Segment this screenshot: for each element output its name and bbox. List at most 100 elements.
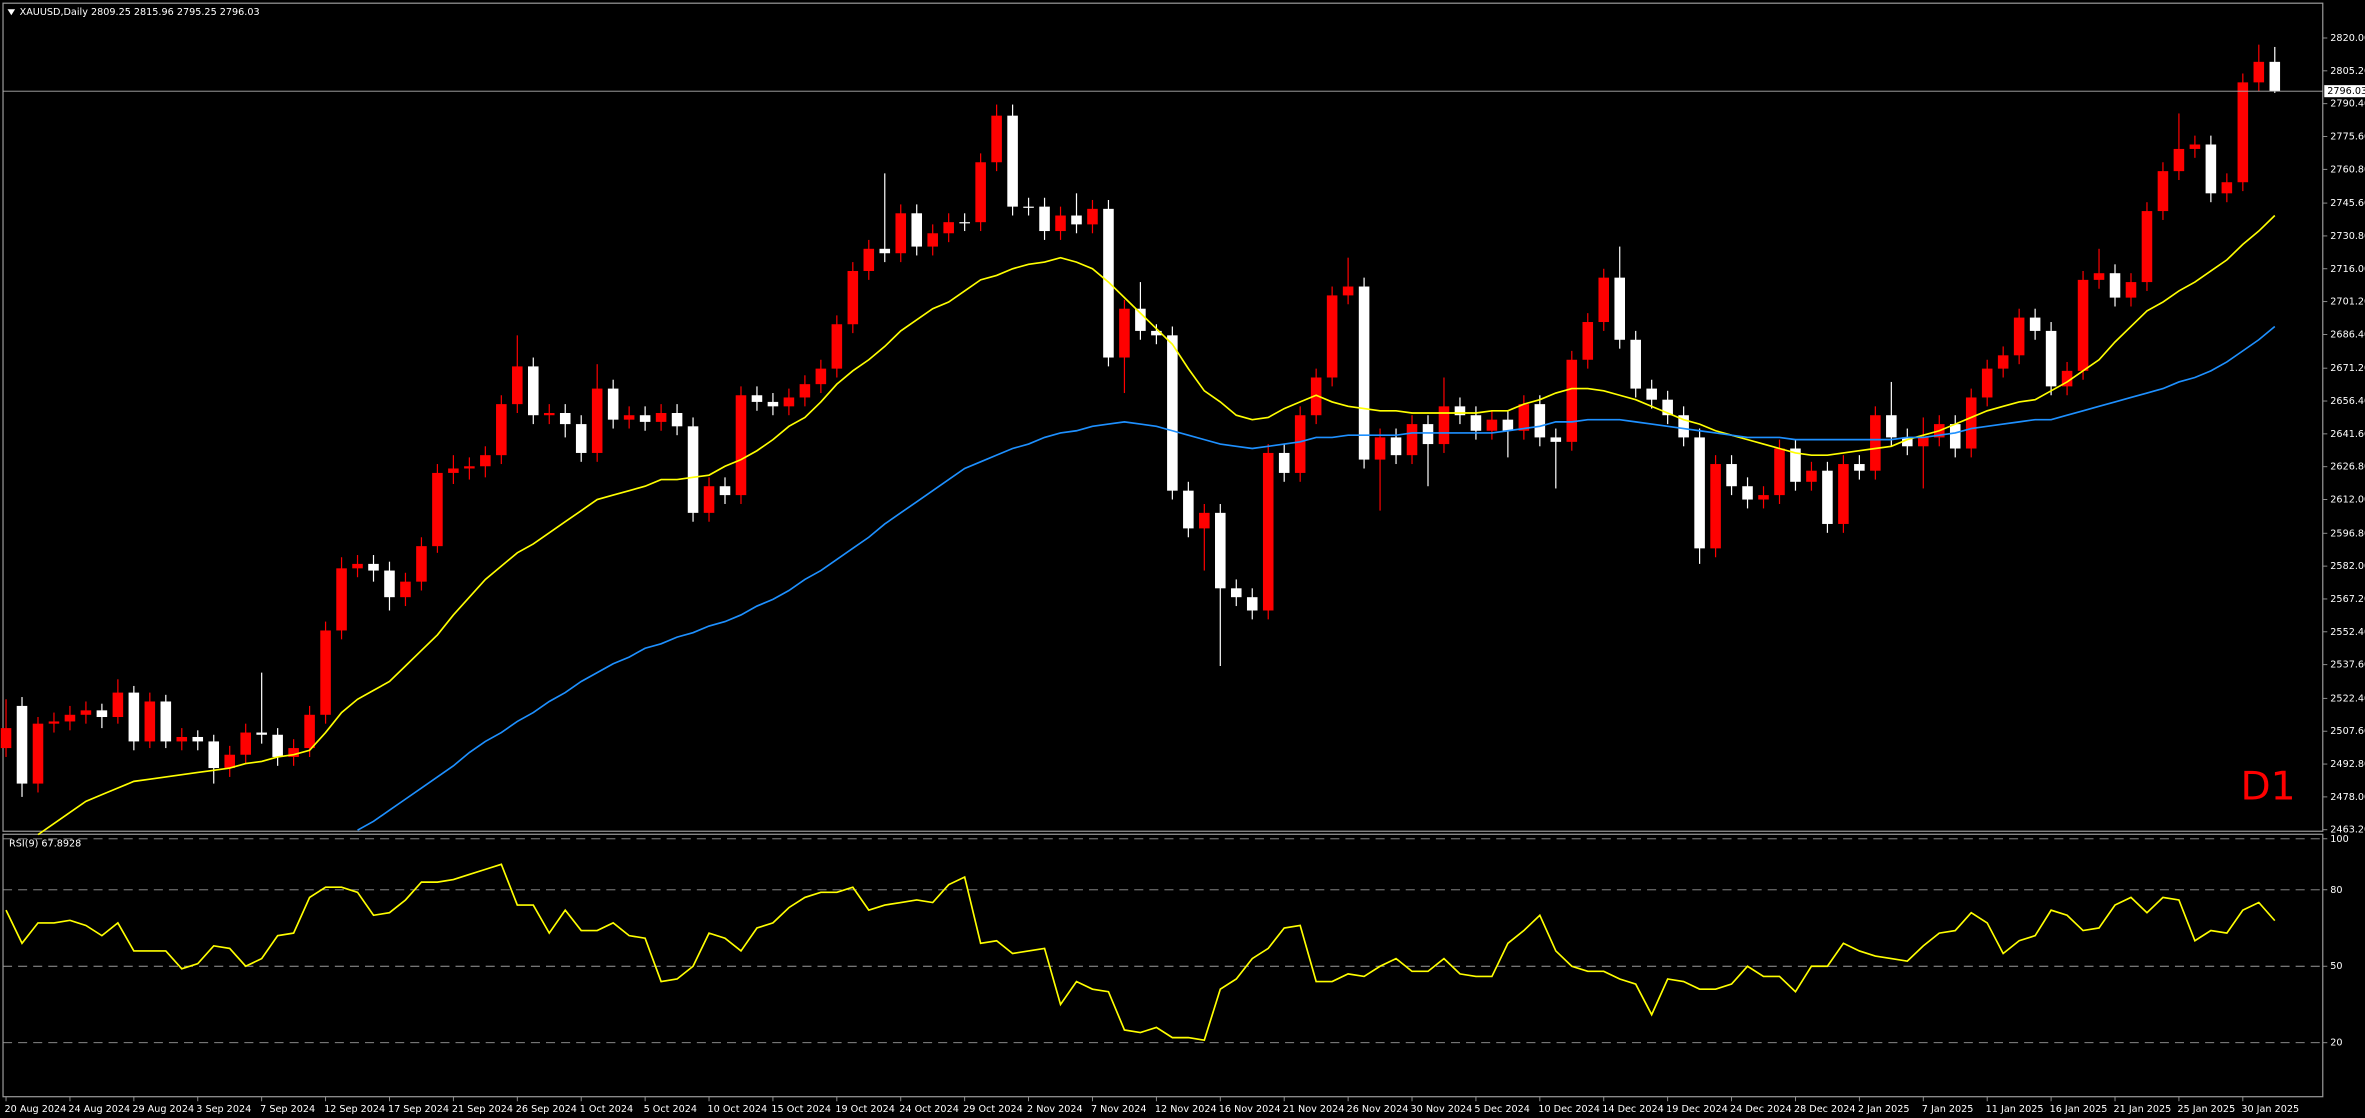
candle-body	[767, 401, 779, 407]
moving-average-line	[37, 214, 2276, 836]
y-tick-label: 2790.40	[2330, 99, 2365, 110]
candle-body	[2093, 273, 2105, 280]
y-tick-label: 2626.80	[2330, 462, 2365, 473]
y-tick-label: 2760.80	[2330, 164, 2365, 175]
y-tick-label: 2478.00	[2330, 792, 2365, 803]
candle-body	[1215, 512, 1226, 589]
chart-title: XAUUSD,Daily 2809.25 2815.96 2795.25 279…	[20, 7, 260, 18]
candle-body	[1406, 424, 1418, 456]
x-tick-label: 19 Oct 2024	[835, 1104, 895, 1115]
candle-body	[1454, 406, 1466, 416]
candle-body	[1949, 424, 1961, 449]
candle-body	[559, 413, 571, 425]
candle-body	[2125, 282, 2137, 298]
candle-body	[1438, 406, 1450, 445]
candle-body	[1007, 115, 1018, 207]
candle-body	[272, 734, 283, 757]
candle-body	[1774, 448, 1785, 496]
x-tick-label: 21 Nov 2024	[1283, 1104, 1345, 1115]
candle-body	[1039, 206, 1050, 232]
candle-body	[144, 701, 156, 742]
rsi-title: RSI(9) 67.8928	[9, 838, 81, 849]
x-tick-label: 24 Oct 2024	[899, 1104, 959, 1115]
y-tick-label: 2656.40	[2330, 396, 2365, 407]
candle-body	[0, 728, 12, 749]
candle-body	[2221, 182, 2233, 194]
candle-body	[2173, 148, 2185, 172]
candle-body	[911, 213, 923, 247]
candle-body	[799, 384, 811, 398]
x-tick-label: 10 Oct 2024	[708, 1104, 768, 1115]
candle-body	[256, 732, 267, 735]
main-panel-border	[2, 2, 2324, 832]
y-tick-label: 2582.00	[2330, 561, 2365, 572]
candle-body	[336, 568, 347, 631]
candle-body	[527, 366, 539, 416]
menu-arrow[interactable]	[7, 9, 16, 16]
candle-body	[2189, 144, 2201, 149]
y-tick-label: 100	[2330, 834, 2348, 845]
y-tick-label: 2507.60	[2330, 726, 2365, 737]
x-tick-label: 28 Dec 2024	[1794, 1104, 1856, 1115]
y-tick-label: 2641.60	[2330, 429, 2365, 440]
rsi-line	[5, 863, 2276, 1042]
candle-body	[591, 388, 603, 453]
candle-body	[1694, 437, 1705, 549]
x-tick-label: 5 Oct 2024	[644, 1104, 697, 1115]
candle-body	[1470, 415, 1482, 431]
candle-body	[575, 424, 587, 453]
x-tick-label: 29 Oct 2024	[963, 1104, 1023, 1115]
x-tick-label: 10 Dec 2024	[1538, 1104, 1600, 1115]
candle-body	[1582, 322, 1594, 360]
candle-body	[1358, 286, 1370, 460]
candle-body	[815, 368, 827, 385]
candle-body	[448, 468, 459, 473]
candle-body	[687, 426, 699, 513]
candle-body	[543, 413, 555, 416]
candle-body	[1023, 206, 1034, 208]
y-tick-label: 2522.40	[2330, 693, 2365, 704]
candle-body	[1678, 415, 1689, 438]
candle-body	[1965, 397, 1977, 449]
y-tick-label: 2686.40	[2330, 329, 2365, 340]
candle-body	[1518, 404, 1530, 431]
x-tick-label: 16 Nov 2024	[1219, 1104, 1281, 1115]
candle-body	[288, 748, 299, 757]
x-tick-label: 30 Jan 2025	[2241, 1104, 2299, 1115]
candle-body	[783, 397, 795, 407]
candle-body	[943, 222, 954, 234]
x-tick-label: 1 Oct 2024	[580, 1104, 633, 1115]
candle-body	[847, 270, 859, 325]
candle-body	[1822, 470, 1833, 524]
x-tick-label: 5 Dec 2024	[1474, 1104, 1529, 1115]
candle-body	[879, 248, 891, 254]
candle-body	[1135, 308, 1146, 331]
candle-body	[735, 395, 747, 496]
y-tick-label: 2745.60	[2330, 198, 2365, 209]
x-tick-label: 7 Sep 2024	[260, 1104, 315, 1115]
candle-body	[751, 395, 763, 402]
x-tick-label: 11 Jan 2025	[1986, 1104, 2044, 1115]
y-tick-label: 2820.00	[2330, 33, 2365, 44]
candle-body	[2013, 317, 2025, 356]
candle-body	[2237, 82, 2249, 183]
candle-body	[1997, 355, 2009, 369]
candle-body	[2077, 279, 2089, 371]
candle-body	[1790, 448, 1801, 482]
candle-body	[1981, 368, 1993, 398]
x-tick-label: 24 Aug 2024	[68, 1104, 130, 1115]
candle-body	[1566, 359, 1578, 442]
candle-body	[1854, 464, 1865, 471]
candle-body	[623, 415, 635, 420]
candle-body	[2205, 144, 2217, 194]
candle-body	[480, 455, 491, 467]
candle-body	[2253, 61, 2265, 83]
candle-body	[112, 692, 124, 718]
candle-body	[80, 710, 92, 715]
y-tick-label: 2537.60	[2330, 660, 2365, 671]
candle-body	[1422, 424, 1434, 445]
x-tick-label: 24 Dec 2024	[1730, 1104, 1792, 1115]
candle-body	[655, 413, 667, 422]
candle-body	[464, 466, 475, 469]
